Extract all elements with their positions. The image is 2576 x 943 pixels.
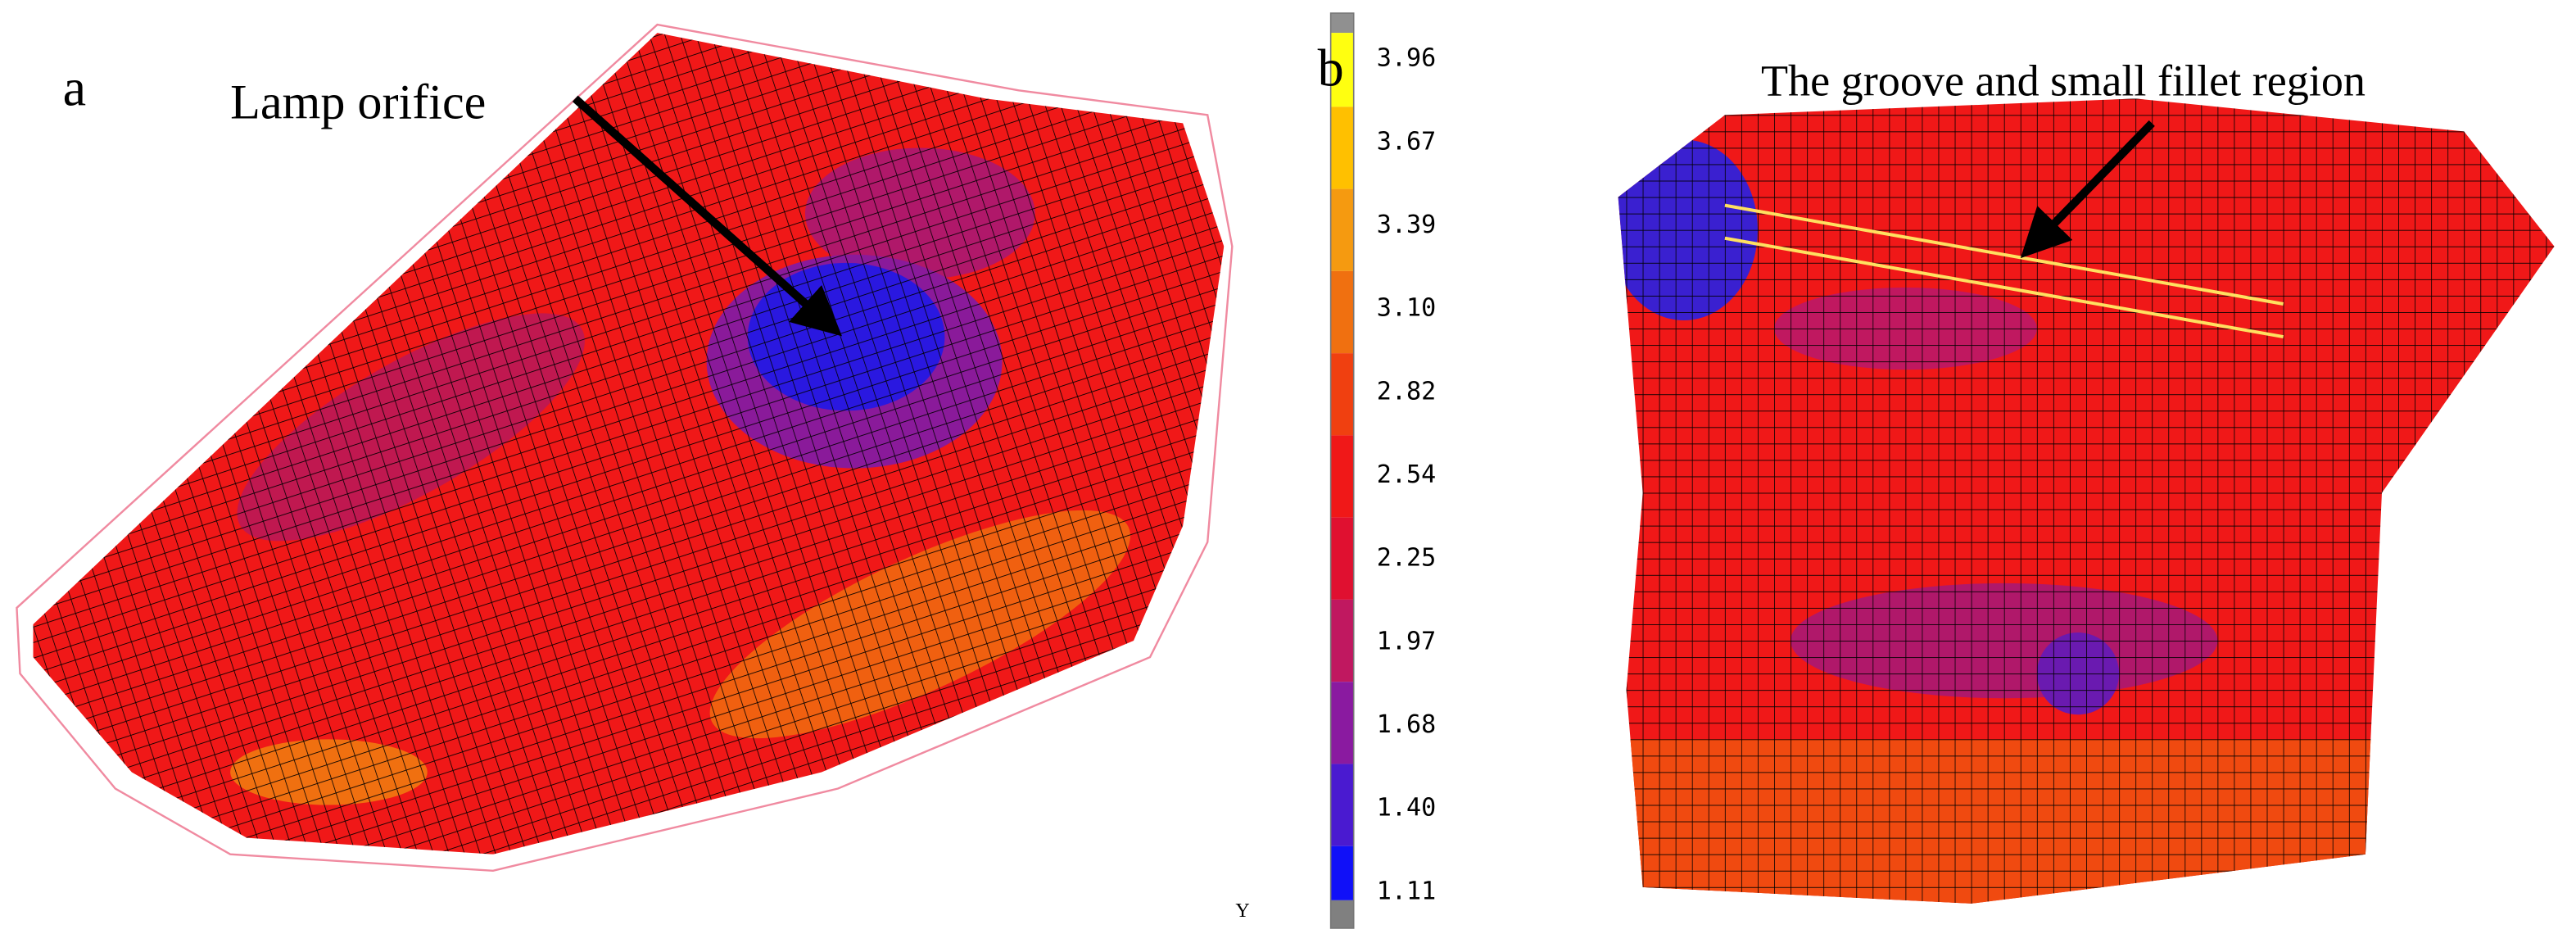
colorbar-label: 1.97: [1377, 627, 1436, 655]
axis-glyph: Y: [1235, 900, 1249, 922]
colorbar-label: 2.25: [1377, 544, 1436, 573]
colorbar-label: 1.40: [1377, 794, 1436, 823]
colorbar-label: 2.54: [1377, 460, 1436, 489]
mesh-a: [16, 23, 1234, 872]
mesh-b: [1618, 98, 2555, 904]
panel-label: a: [63, 58, 86, 116]
colorbar-label: 3.10: [1377, 294, 1436, 323]
colorbar-label: 3.96: [1377, 44, 1436, 73]
colorbar-label: 2.82: [1377, 377, 1436, 406]
colorbar-label: 1.11: [1377, 877, 1436, 905]
panel-label: b: [1318, 39, 1344, 97]
colorbar: [1329, 12, 1355, 929]
colorbar-label: 3.67: [1377, 127, 1436, 156]
colorbar-label: 3.39: [1377, 211, 1436, 239]
annotation: The groove and small fillet region: [1761, 56, 2365, 105]
annotation: Lamp orifice: [230, 75, 486, 129]
colorbar-label: 1.68: [1377, 710, 1436, 739]
